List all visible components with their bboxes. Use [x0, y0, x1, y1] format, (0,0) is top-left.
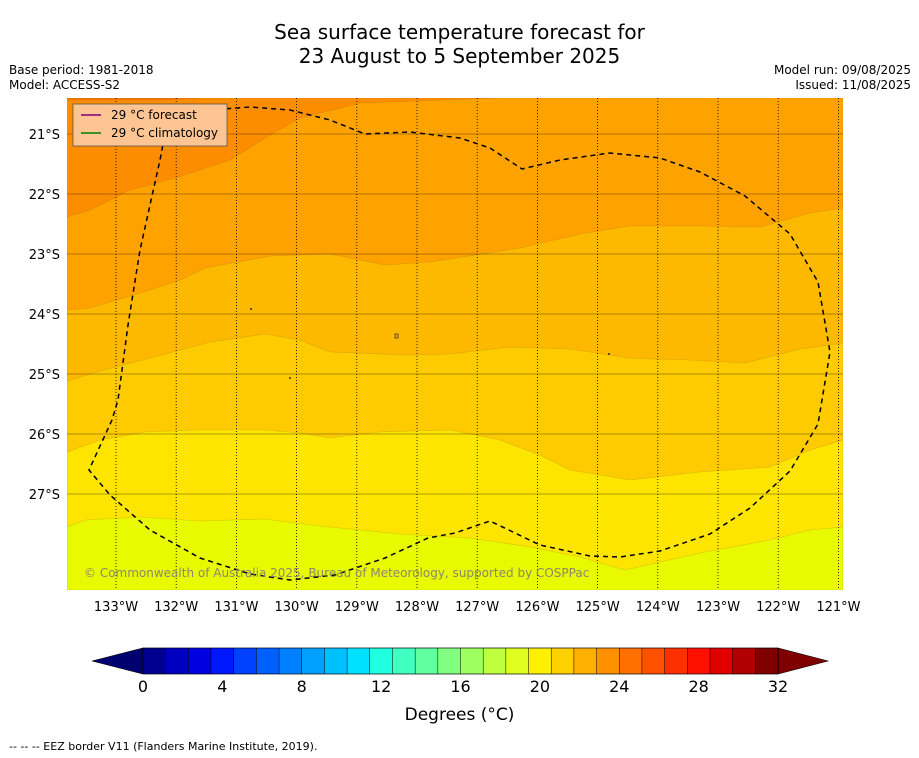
colorbar-swatch: [392, 648, 416, 674]
lat-label: 23°S: [29, 248, 60, 263]
colorbar-swatch: [573, 648, 597, 674]
colorbar-swatch: [369, 648, 393, 674]
colorbar-swatch: [755, 648, 779, 674]
lat-label: 26°S: [29, 428, 60, 443]
colorbar-swatch: [165, 648, 189, 674]
island-markers: [250, 308, 610, 379]
lat-label: 27°S: [29, 488, 60, 503]
lon-label: 126°W: [515, 600, 559, 615]
colorbar-swatch: [664, 648, 688, 674]
lon-label: 129°W: [335, 600, 379, 615]
colorbar-swatch: [437, 648, 461, 674]
colorbar-swatch: [347, 648, 371, 674]
base-period: Base period: 1981-2018: [9, 63, 154, 77]
legend-climatology-label: 29 °C climatology: [111, 126, 218, 140]
colorbar-over-arrow: [777, 647, 830, 675]
colorbar-swatch: [233, 648, 257, 674]
colorbar-swatch: [551, 648, 575, 674]
latitude-labels: 21°S 22°S 23°S 24°S 25°S 26°S 27°S: [29, 128, 60, 503]
colorbar-title: Degrees (°C): [404, 705, 515, 725]
colorbar-under-arrow: [91, 647, 144, 675]
eez-border-line: [88, 106, 831, 581]
lon-label: 127°W: [455, 600, 499, 615]
colorbar-swatch: [641, 648, 665, 674]
colorbar-tick-label: 12: [370, 677, 392, 696]
map-legend: 29 °C forecast 29 °C climatology: [72, 103, 228, 147]
colorbar-swatch: [301, 648, 325, 674]
colorbar-swatch: [279, 648, 303, 674]
colorbar-swatch: [211, 648, 235, 674]
issued-date: Issued: 11/08/2025: [795, 78, 911, 92]
colorbar: [91, 647, 830, 675]
longitude-gridlines: [115, 98, 839, 590]
lat-label: 24°S: [29, 308, 60, 323]
sst-map-area: © Commonwealth of Australia 2025, Bureau…: [67, 98, 843, 590]
longitude-labels: 133°W 132°W 131°W 130°W 129°W 128°W 127°W 126°W…: [94, 600, 861, 615]
sst-band-coolest: [67, 516, 843, 590]
colorbar-tick-label: 4: [217, 677, 228, 696]
model-run: Model run: 09/08/2025: [773, 63, 911, 77]
eez-footnote: -- -- -- EEZ border V11 (Flanders Marine…: [9, 740, 318, 753]
colorbar-swatch: [483, 648, 507, 674]
legend-forecast-label: 29 °C forecast: [111, 108, 197, 122]
lon-label: 133°W: [94, 600, 138, 615]
legend-box: [72, 103, 228, 147]
lon-label: 131°W: [214, 600, 258, 615]
colorbar-frame: [142, 647, 779, 675]
colorbar-tick-label: 24: [609, 677, 630, 696]
lon-label: 123°W: [696, 600, 740, 615]
colorbar-swatch: [143, 648, 166, 674]
colorbar-swatch: [415, 648, 439, 674]
copyright-notice: © Commonwealth of Australia 2025, Bureau…: [84, 566, 589, 580]
colorbar-swatch: [732, 648, 756, 674]
colorbar-swatch: [619, 648, 643, 674]
map-title-line2: 23 August to 5 September 2025: [298, 44, 621, 68]
lon-label: 124°W: [636, 600, 680, 615]
lon-label: 128°W: [395, 600, 439, 615]
colorbar-swatch: [505, 648, 529, 674]
map-and-colorbar: © Commonwealth of Australia 2025, Bureau…: [29, 98, 861, 675]
lon-label: 130°W: [275, 600, 319, 615]
colorbar-swatch: [460, 648, 484, 674]
lon-label: 132°W: [154, 600, 198, 615]
lon-label: 122°W: [756, 600, 800, 615]
colorbar-tick-label: 0: [137, 677, 149, 696]
lat-label: 25°S: [29, 368, 60, 383]
map-title-line1: Sea surface temperature forecast for: [274, 20, 645, 44]
colorbar-swatch: [596, 648, 620, 674]
colorbar-swatch: [528, 648, 552, 674]
colorbar-swatch: [687, 648, 711, 674]
colorbar-tick-label: 8: [296, 677, 307, 696]
colorbar-tick-label: 20: [529, 677, 551, 696]
colorbar-tick-label: 16: [450, 677, 471, 696]
colorbar-swatch: [256, 648, 280, 674]
colorbar-swatch: [709, 648, 733, 674]
colorbar-swatch: [188, 648, 212, 674]
lon-label: 125°W: [576, 600, 620, 615]
model-name: Model: ACCESS-S2: [9, 78, 121, 92]
colorbar-tick-label: 28: [688, 677, 709, 696]
colorbar-swatch: [324, 648, 348, 674]
colorbar-tick-label: 32: [767, 677, 789, 696]
lon-label: 121°W: [816, 600, 860, 615]
lat-label: 21°S: [29, 128, 60, 143]
lat-label: 22°S: [29, 188, 60, 203]
